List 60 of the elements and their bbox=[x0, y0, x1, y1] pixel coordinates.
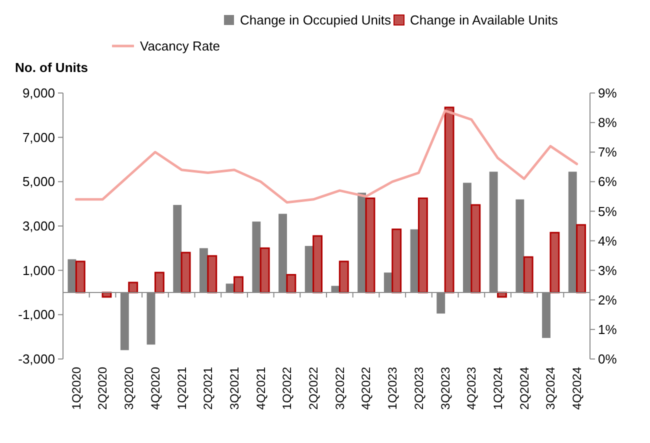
bar bbox=[576, 224, 586, 294]
y2-tick-label: 4% bbox=[598, 233, 618, 248]
x-tick-label: 3Q2021 bbox=[227, 366, 242, 410]
y2-tick-label: 8% bbox=[598, 115, 618, 130]
legend-label: Change in Occupied Units bbox=[240, 12, 392, 28]
bar bbox=[444, 106, 454, 294]
y-tick-label: -1,000 bbox=[18, 307, 55, 322]
bar bbox=[312, 235, 323, 294]
x-tick-label: 2Q2023 bbox=[412, 366, 426, 410]
y2-tick-label: 1% bbox=[598, 322, 618, 337]
x-tick-label: 4Q2021 bbox=[254, 366, 268, 410]
x-tick-label: 4Q2024 bbox=[570, 366, 584, 410]
x-tick-label: 1Q2020 bbox=[69, 366, 84, 410]
x-tick-label: 1Q2023 bbox=[386, 366, 400, 410]
y2-tick-label: 7% bbox=[598, 144, 618, 160]
y-tick-label: 5,000 bbox=[22, 174, 55, 190]
bar bbox=[470, 204, 481, 294]
y-tick-label: 7,000 bbox=[22, 130, 55, 145]
legend-label: Change in Available Units bbox=[410, 12, 558, 28]
x-tick-label: 3Q2023 bbox=[438, 366, 452, 410]
y2-tick-label: 9% bbox=[598, 86, 618, 101]
y2-tick-label: 5% bbox=[598, 204, 618, 219]
y2-tick-label: 2% bbox=[598, 292, 618, 308]
y2-tick-label: 6% bbox=[598, 174, 618, 190]
x-tick-label: 4Q2022 bbox=[359, 366, 374, 410]
bar bbox=[550, 232, 560, 294]
x-tick-label: 3Q2020 bbox=[122, 366, 136, 410]
x-tick-label: 4Q2023 bbox=[464, 366, 479, 410]
y-axis-title: No. of Units bbox=[15, 60, 88, 75]
x-tick-label: 2Q2021 bbox=[201, 366, 216, 410]
y2-tick-label: 0% bbox=[598, 352, 618, 367]
x-tick-label: 1Q2021 bbox=[174, 366, 189, 410]
bar bbox=[365, 198, 376, 294]
bar bbox=[286, 274, 296, 294]
bar bbox=[523, 256, 534, 294]
x-tick-label: 1Q2024 bbox=[490, 366, 505, 410]
bar bbox=[180, 252, 191, 294]
x-tick-label: 1Q2022 bbox=[280, 366, 294, 410]
x-tick-label: 2Q2020 bbox=[96, 366, 110, 410]
x-tick-label: 2Q2024 bbox=[517, 366, 532, 410]
y-tick-label: 1,000 bbox=[22, 262, 55, 278]
bar bbox=[128, 282, 138, 294]
bar bbox=[207, 255, 218, 294]
bar bbox=[75, 260, 86, 294]
y-tick-label: -3,000 bbox=[18, 352, 55, 367]
bar bbox=[418, 198, 428, 294]
bar bbox=[260, 247, 270, 294]
bar bbox=[154, 272, 164, 294]
legend-label: Vacancy Rate bbox=[140, 38, 220, 54]
bar bbox=[338, 260, 349, 294]
x-tick-label: 4Q2020 bbox=[148, 366, 162, 410]
x-tick-label: 3Q2024 bbox=[544, 366, 558, 410]
y-tick-label: 9,000 bbox=[22, 86, 55, 101]
bar bbox=[392, 228, 402, 294]
y2-tick-label: 3% bbox=[598, 262, 618, 278]
x-tick-label: 2Q2022 bbox=[306, 366, 321, 410]
line-series bbox=[74, 109, 578, 204]
x-tick-label: 3Q2022 bbox=[332, 366, 347, 410]
bar bbox=[234, 276, 244, 294]
y-tick-label: 3,000 bbox=[22, 218, 55, 234]
